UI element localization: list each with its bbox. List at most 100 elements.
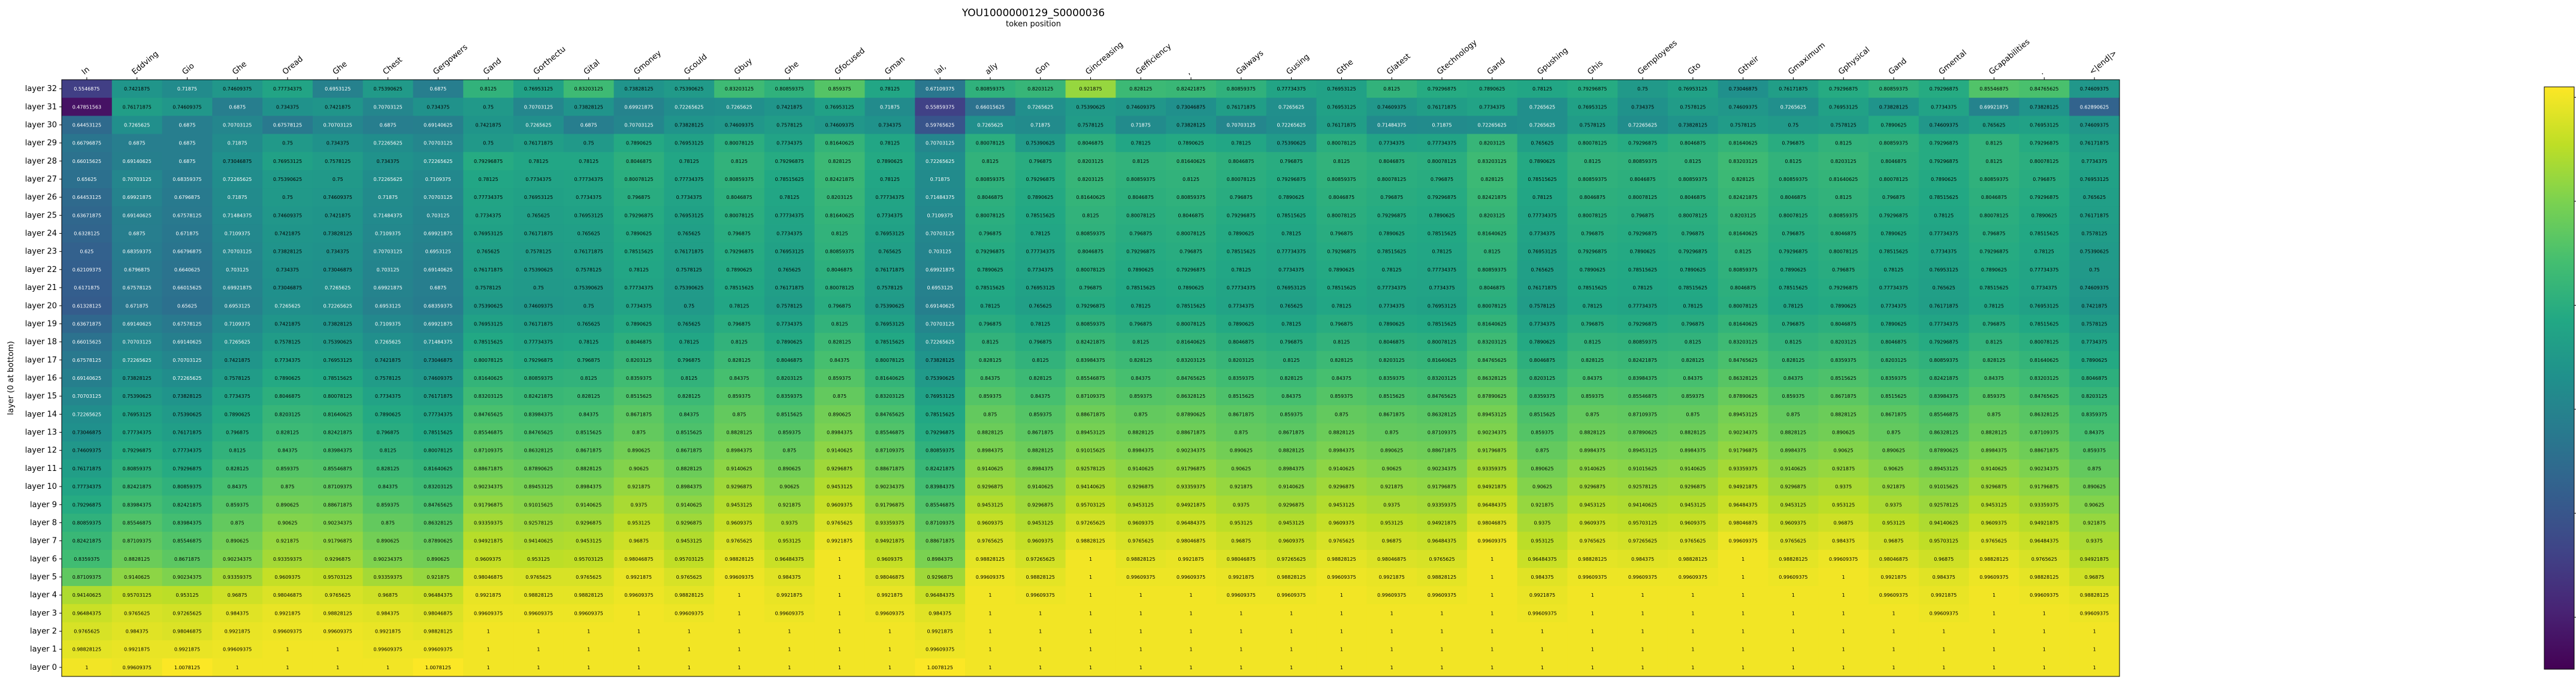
heatmap-cell xyxy=(1969,333,2020,352)
cell-value-label: 0.80859375 xyxy=(1177,195,1205,200)
heatmap-cell xyxy=(1166,513,1217,533)
cell-value-label: 0.98828125 xyxy=(323,611,352,616)
heatmap-cell xyxy=(413,459,464,478)
cell-value-label: 0.92578125 xyxy=(1628,484,1657,489)
heatmap-cell xyxy=(362,152,414,171)
cell-value-label: 0.9453125 xyxy=(1278,520,1304,525)
heatmap-cell xyxy=(312,170,364,189)
cell-value-label: 1 xyxy=(838,557,841,562)
heatmap-cell xyxy=(162,586,213,605)
cell-value-label: 0.81640625 xyxy=(1478,321,1507,327)
cell-value-label: 0.76953125 xyxy=(2080,177,2109,182)
heatmap-cell xyxy=(1366,387,1417,406)
cell-value-label: 0.80859375 xyxy=(173,484,201,489)
heatmap-cell xyxy=(613,622,664,641)
heatmap-cell xyxy=(1617,152,1668,171)
cell-value-label: 0.80859375 xyxy=(1076,321,1105,327)
cell-value-label: 0.78125 xyxy=(1281,231,1301,237)
cell-value-label: 1 xyxy=(988,647,991,652)
cell-value-label: 0.90625 xyxy=(1532,484,1552,489)
heatmap-cell xyxy=(312,604,364,623)
cell-value-label: 0.875 xyxy=(1535,448,1549,454)
cell-value-label: 0.77734375 xyxy=(1930,231,1958,237)
cell-value-label: 0.90625 xyxy=(1834,448,1854,454)
cell-value-label: 0.79296875 xyxy=(725,249,754,255)
heatmap-cell xyxy=(62,567,113,587)
cell-value-label: 0.95703125 xyxy=(1628,520,1657,525)
heatmap-cell xyxy=(1216,297,1267,315)
cell-value-label: 0.8125 xyxy=(480,86,497,92)
heatmap-cell xyxy=(1517,242,1568,261)
cell-value-label: 0.7890625 xyxy=(1228,231,1254,237)
cell-value-label: 0.7265625 xyxy=(225,340,250,345)
heatmap-cell xyxy=(1718,279,1769,297)
cell-value-label: 0.9609375 xyxy=(977,520,1003,525)
heatmap-cell xyxy=(1266,405,1317,424)
heatmap-cell xyxy=(2019,531,2070,551)
cell-value-label: 0.84375 xyxy=(2085,430,2105,436)
cell-value-label: 0.7890625 xyxy=(626,141,652,146)
heatmap-cell xyxy=(563,423,615,442)
cell-value-label: 0.9296875 xyxy=(1680,484,1706,489)
cell-value-label: 0.8203125 xyxy=(626,358,652,363)
cell-value-label: 0.78515625 xyxy=(1930,195,1958,200)
heatmap-cell xyxy=(915,116,966,135)
cell-value-label: 0.99609375 xyxy=(725,575,754,580)
heatmap-cell xyxy=(814,368,866,388)
heatmap-cell xyxy=(1216,387,1267,406)
cell-value-label: 0.859375 xyxy=(1029,412,1052,417)
cell-value-label: 1 xyxy=(1792,647,1795,652)
cell-value-label: 0.79296875 xyxy=(1628,321,1657,327)
heatmap-cell xyxy=(413,260,464,279)
cell-value-label: 0.6875 xyxy=(580,122,597,128)
heatmap-cell xyxy=(1366,350,1417,370)
cell-value-label: 0.80078125 xyxy=(1679,213,1707,218)
heatmap-cell xyxy=(1366,567,1417,587)
heatmap-cell xyxy=(1115,387,1166,406)
cell-value-label: 0.80078125 xyxy=(1327,141,1356,146)
heatmap-cell xyxy=(111,152,163,171)
heatmap-cell xyxy=(563,622,615,641)
cell-value-label: 0.90234375 xyxy=(875,484,904,489)
cell-value-label: 1 xyxy=(1741,593,1744,598)
heatmap-cell xyxy=(1617,134,1668,153)
heatmap-cell xyxy=(262,188,313,207)
heatmap-cell xyxy=(513,405,564,424)
heatmap-cell xyxy=(1065,513,1116,533)
cell-value-label: 1 xyxy=(1139,647,1142,652)
cell-value-label: 0.9140625 xyxy=(1981,466,2007,472)
heatmap-cell xyxy=(1166,495,1217,514)
cell-value-label: 0.89453125 xyxy=(1728,412,1757,417)
cell-value-label: 0.890625 xyxy=(1832,430,1855,436)
cell-value-label: 0.98828125 xyxy=(1277,575,1305,580)
heatmap-cell xyxy=(1417,152,1468,171)
cell-value-label: 0.7578125 xyxy=(676,267,702,273)
heatmap-cell xyxy=(162,368,213,388)
heatmap-cell xyxy=(312,640,364,659)
heatmap-cell xyxy=(463,80,514,98)
cell-value-label: 0.828125 xyxy=(829,159,851,164)
heatmap-cell xyxy=(1768,297,1819,315)
cell-value-label: 0.76171875 xyxy=(524,231,553,237)
cell-value-label: 0.890625 xyxy=(427,557,449,562)
heatmap-cell xyxy=(613,567,664,587)
cell-value-label: 0.8046875 xyxy=(1078,141,1103,146)
cell-value-label: 0.87109375 xyxy=(2030,430,2058,436)
cell-value-label: 0.73046875 xyxy=(1728,86,1757,92)
cell-value-label: 0.78515625 xyxy=(1277,213,1305,218)
cell-value-label: 0.890625 xyxy=(1380,448,1403,454)
cell-value-label: 0.80078125 xyxy=(725,213,754,218)
cell-value-label: 0.98828125 xyxy=(575,593,603,598)
cell-value-label: 0.88671875 xyxy=(2030,448,2058,454)
cell-value-label: 0.8671875 xyxy=(1278,430,1304,436)
cell-value-label: 0.78125 xyxy=(1281,321,1301,327)
heatmap-cell xyxy=(1818,116,1869,135)
heatmap-cell xyxy=(1417,80,1468,98)
cell-value-label: 0.97265625 xyxy=(1026,557,1055,562)
cell-value-label: 0.8046875 xyxy=(1629,177,1655,182)
cell-value-label: 0.7890625 xyxy=(1880,231,1906,237)
cell-value-label: 0.66015625 xyxy=(173,285,201,291)
heatmap-cell xyxy=(362,640,414,659)
x-tick-label: Gmoney xyxy=(632,49,663,77)
